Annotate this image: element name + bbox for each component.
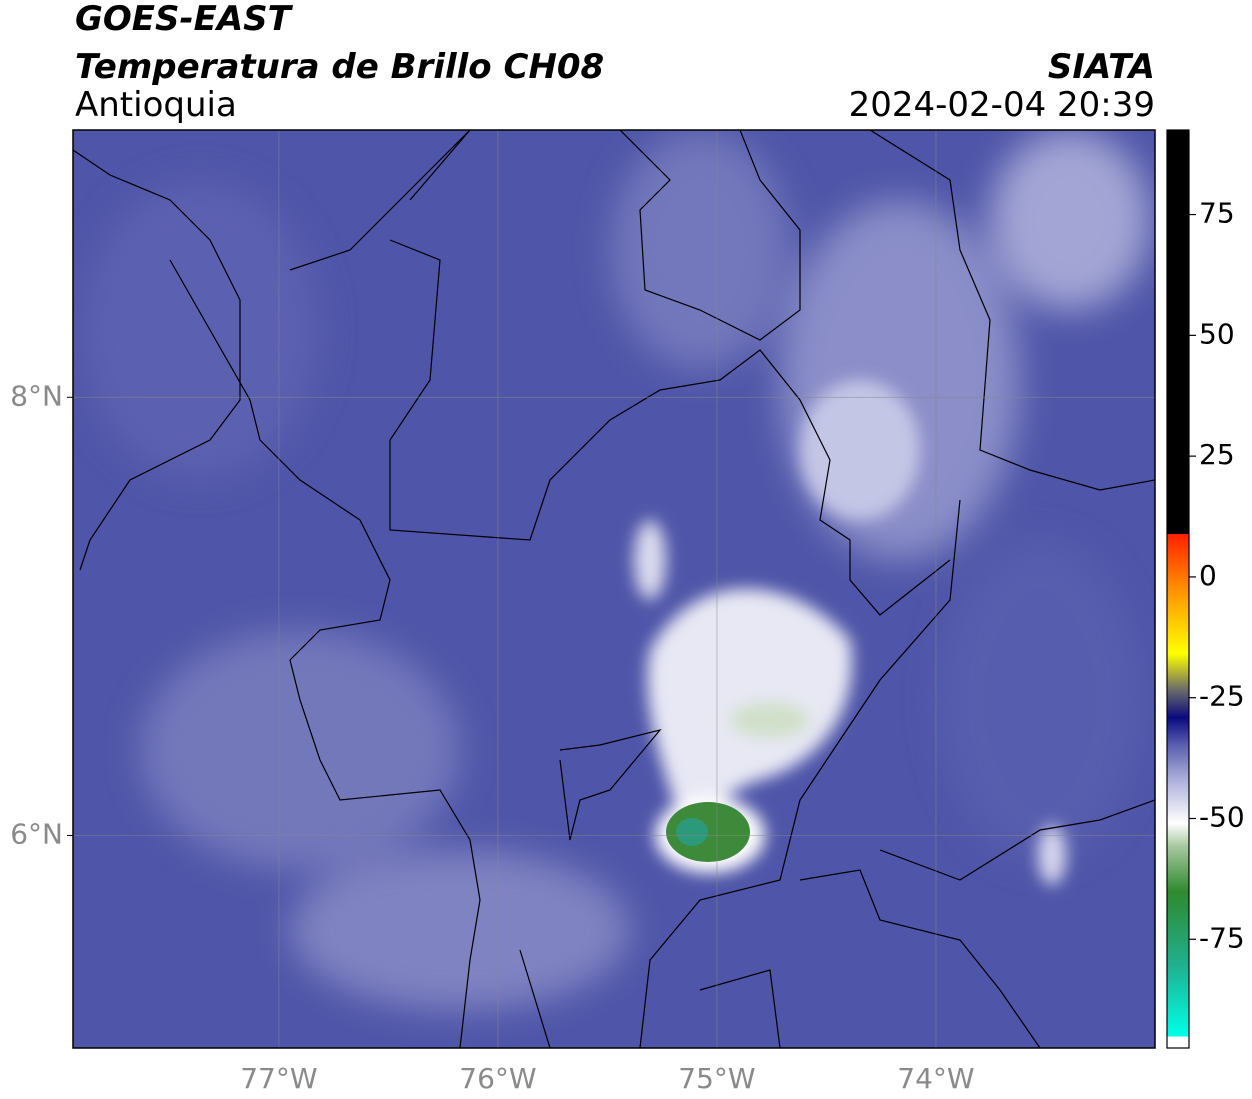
colorbar-tick-label: 0 (1199, 559, 1217, 592)
boundaries (73, 130, 1155, 1048)
map-image (73, 130, 1155, 1048)
x-tick-label: 74°W (897, 1062, 974, 1095)
graticule (73, 130, 1155, 1048)
y-tick-label: 8°N (10, 379, 63, 412)
title: GOES-EAST (75, 0, 294, 39)
colorbar (1166, 129, 1190, 1049)
x-tick-label: 75°W (678, 1062, 755, 1095)
colorbar-tick-label: -50 (1199, 801, 1245, 834)
colorbar-tick-label: 50 (1199, 317, 1235, 350)
region: Antioquia (75, 85, 237, 125)
x-tick-label: 77°W (240, 1062, 317, 1095)
colorbar-tick-label: -75 (1199, 921, 1245, 954)
map-frame (72, 129, 1156, 1049)
colorbar-tick-label: 75 (1199, 197, 1235, 230)
source: SIATA (1048, 47, 1155, 87)
colorbar-tick-label: 25 (1199, 438, 1235, 471)
datetime: 2024-02-04 20:39 (849, 85, 1155, 125)
x-tick-label: 76°W (459, 1062, 536, 1095)
colorbar-tick-label: -25 (1199, 680, 1245, 713)
subtitle: Temperatura de Brillo CH08 (75, 47, 604, 87)
y-tick-label: 6°N (10, 817, 63, 850)
